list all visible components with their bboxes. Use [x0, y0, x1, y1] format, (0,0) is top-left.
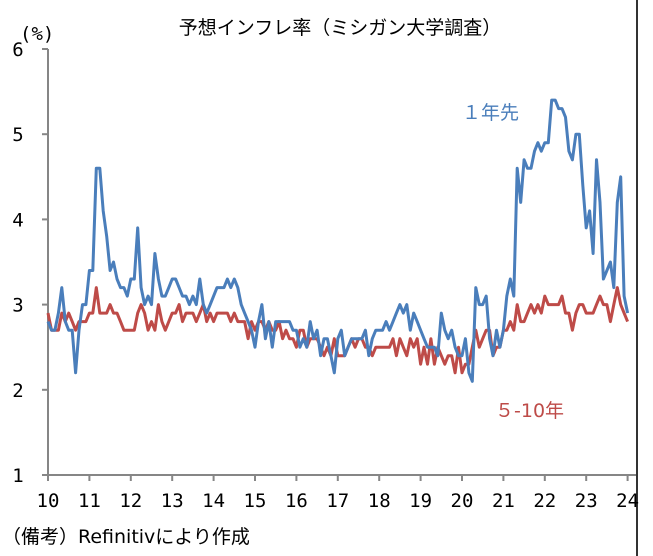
y-tick-label: 2	[12, 380, 23, 402]
y-tick-label: 3	[12, 295, 23, 317]
series-line-5-10yr	[46, 286, 629, 375]
x-tick-label: 10	[37, 490, 60, 512]
source-note: （備考）Refinitivにより作成	[2, 526, 250, 548]
y-axis-unit: (%)	[20, 23, 54, 45]
x-tick-label: 12	[119, 490, 142, 512]
y-tick-label: 5	[12, 124, 23, 146]
x-tick-label: 11	[78, 490, 101, 512]
x-tick-label: 18	[368, 490, 391, 512]
x-tick-label: 20	[451, 490, 474, 512]
right-border	[636, 0, 638, 556]
y-tick-label: 1	[12, 465, 23, 487]
chart-title: 予想インフレ率（ミシガン大学調査）	[179, 17, 501, 39]
x-tick-label: 19	[409, 490, 432, 512]
y-tick-label: 4	[12, 209, 23, 231]
x-tick-label: 24	[616, 490, 639, 512]
series-label-5-10yr: ５-10年	[495, 400, 564, 422]
x-tick-label: 13	[161, 490, 184, 512]
series-label-1yr: １年先	[462, 102, 519, 124]
series-line-1yr	[46, 98, 630, 383]
x-tick-label: 14	[202, 490, 225, 512]
x-tick-label: 23	[575, 490, 598, 512]
x-tick-label: 22	[533, 490, 556, 512]
x-tick-label: 16	[285, 490, 308, 512]
x-tick-label: 17	[326, 490, 349, 512]
x-tick-label: 21	[492, 490, 515, 512]
y-tick-label: 6	[12, 39, 23, 61]
x-tick-label: 15	[244, 490, 267, 512]
